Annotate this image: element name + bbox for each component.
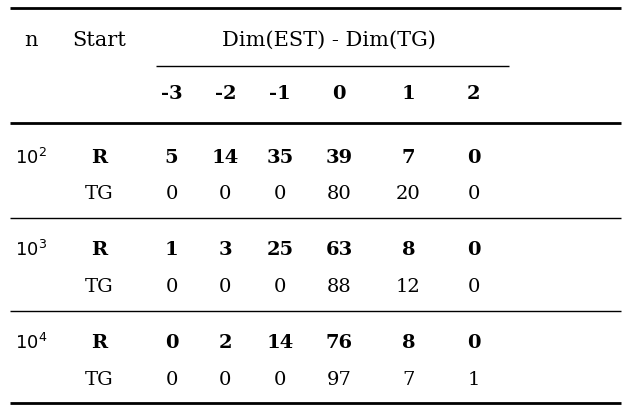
- Text: 7: 7: [402, 371, 415, 389]
- Text: 0: 0: [219, 185, 232, 203]
- Text: -1: -1: [269, 85, 291, 103]
- Text: $10^4$: $10^4$: [15, 333, 47, 353]
- Text: 14: 14: [267, 334, 294, 352]
- Text: 63: 63: [326, 241, 353, 259]
- Text: TG: TG: [85, 185, 113, 203]
- Text: TG: TG: [85, 371, 113, 389]
- Text: R: R: [91, 241, 108, 259]
- Text: 0: 0: [274, 185, 287, 203]
- Text: 2: 2: [218, 334, 232, 352]
- Text: 2: 2: [467, 85, 481, 103]
- Text: 0: 0: [332, 85, 346, 103]
- Text: 0: 0: [165, 278, 178, 296]
- Text: 76: 76: [326, 334, 353, 352]
- Text: 3: 3: [218, 241, 232, 259]
- Text: 0: 0: [219, 278, 232, 296]
- Text: Dim(EST) - Dim(TG): Dim(EST) - Dim(TG): [222, 31, 436, 50]
- Text: $10^2$: $10^2$: [15, 147, 47, 168]
- Text: 0: 0: [219, 371, 232, 389]
- Text: R: R: [91, 334, 108, 352]
- Text: 8: 8: [401, 334, 415, 352]
- Text: 0: 0: [467, 185, 480, 203]
- Text: R: R: [91, 149, 108, 166]
- Text: 0: 0: [165, 185, 178, 203]
- Text: 88: 88: [327, 278, 351, 296]
- Text: 97: 97: [327, 371, 351, 389]
- Text: 35: 35: [267, 149, 294, 166]
- Text: 8: 8: [401, 241, 415, 259]
- Text: 1: 1: [401, 85, 415, 103]
- Text: 0: 0: [274, 278, 287, 296]
- Text: -2: -2: [214, 85, 236, 103]
- Text: 14: 14: [212, 149, 239, 166]
- Text: Start: Start: [72, 31, 126, 50]
- Text: 0: 0: [467, 149, 481, 166]
- Text: 0: 0: [467, 334, 481, 352]
- Text: 1: 1: [467, 371, 480, 389]
- Text: 5: 5: [164, 149, 179, 166]
- Text: 0: 0: [467, 278, 480, 296]
- Text: 25: 25: [267, 241, 294, 259]
- Text: 1: 1: [164, 241, 179, 259]
- Text: 0: 0: [274, 371, 287, 389]
- Text: -3: -3: [161, 85, 182, 103]
- Text: 12: 12: [396, 278, 420, 296]
- Text: n: n: [24, 31, 38, 50]
- Text: 20: 20: [396, 185, 420, 203]
- Text: 0: 0: [467, 241, 481, 259]
- Text: 80: 80: [327, 185, 351, 203]
- Text: 0: 0: [164, 334, 179, 352]
- Text: 39: 39: [326, 149, 353, 166]
- Text: $10^3$: $10^3$: [15, 240, 47, 260]
- Text: TG: TG: [85, 278, 113, 296]
- Text: 7: 7: [401, 149, 415, 166]
- Text: 0: 0: [165, 371, 178, 389]
